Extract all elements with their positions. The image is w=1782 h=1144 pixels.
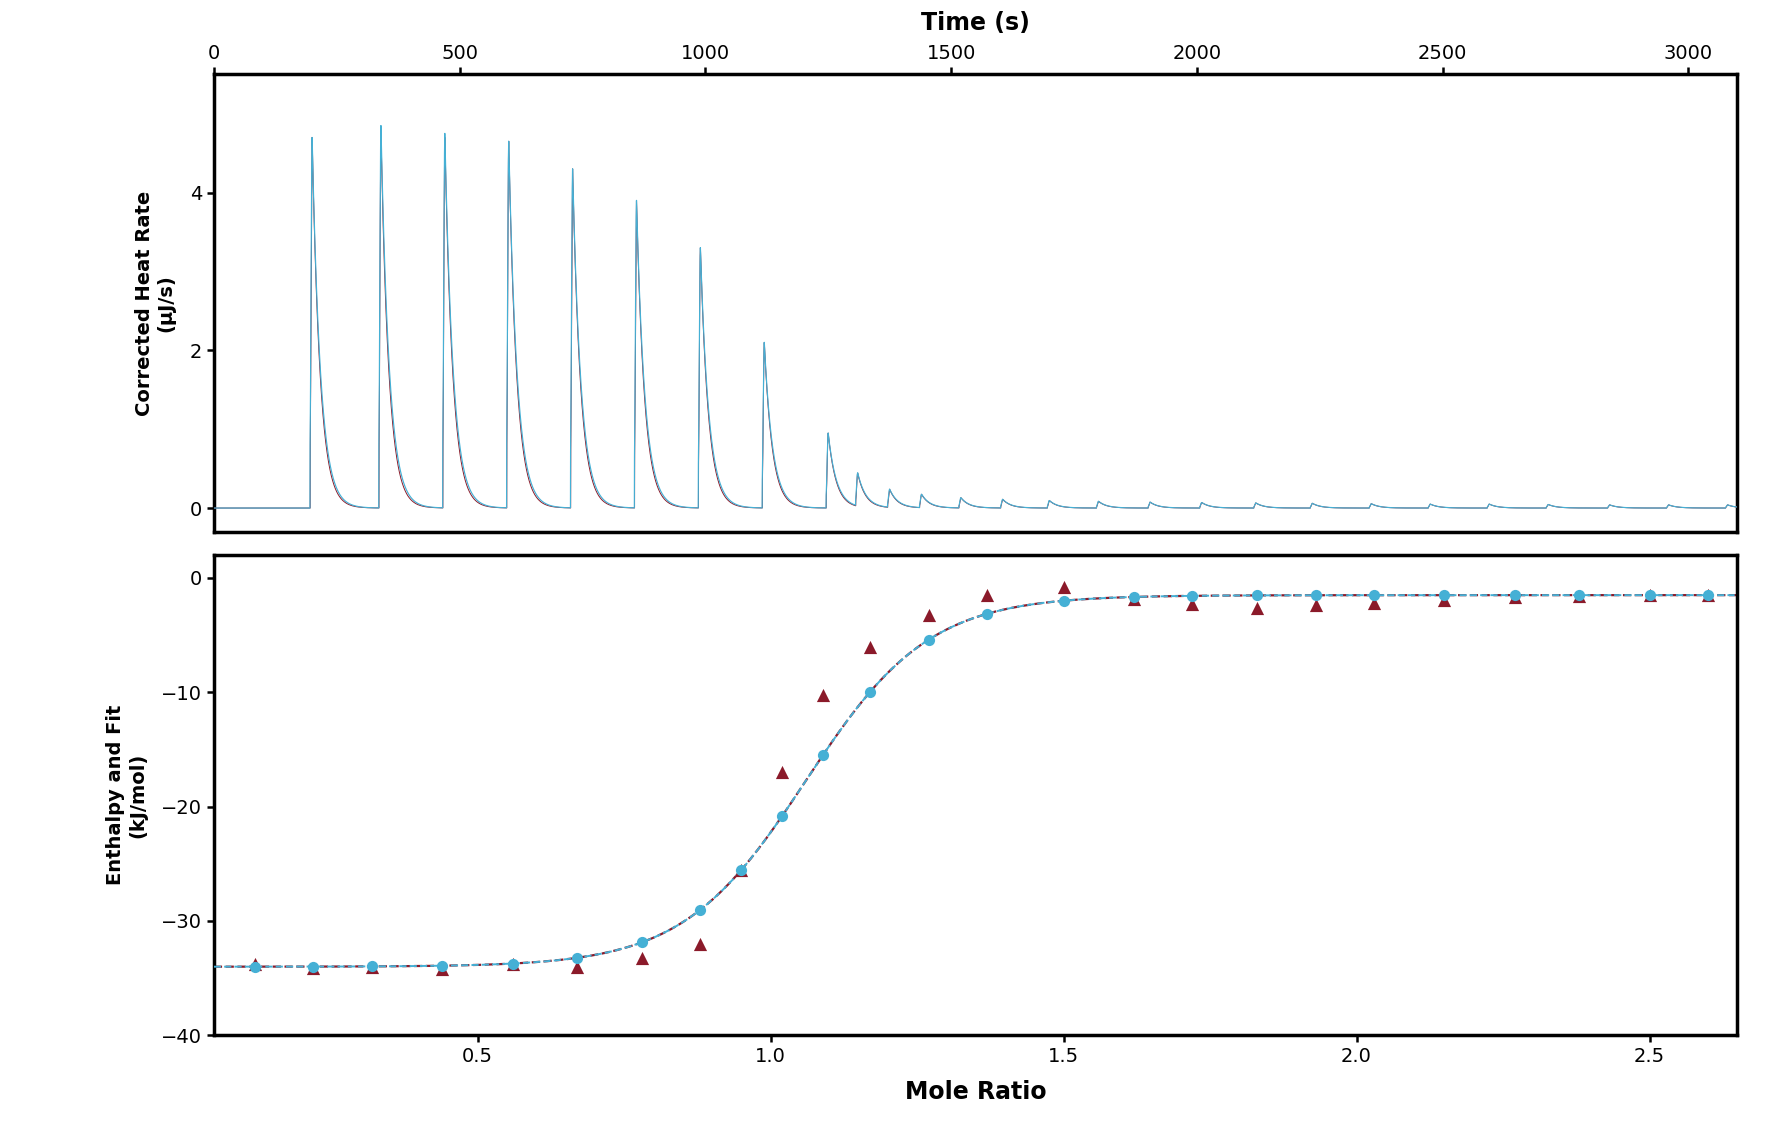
Point xyxy=(241,955,269,974)
Point xyxy=(1242,586,1271,604)
Point xyxy=(1050,591,1078,610)
Y-axis label: Corrected Heat Rate
(μJ/s): Corrected Heat Rate (μJ/s) xyxy=(135,190,176,415)
Y-axis label: Enthalpy and Fit
(kJ/mol): Enthalpy and Fit (kJ/mol) xyxy=(107,705,148,885)
Point xyxy=(428,960,456,978)
Point xyxy=(727,860,756,879)
Point xyxy=(627,934,656,952)
Point xyxy=(1500,588,1529,606)
Point xyxy=(1242,598,1271,617)
Point xyxy=(627,948,656,967)
Point xyxy=(809,746,838,764)
Point xyxy=(499,954,527,972)
Point xyxy=(686,900,715,919)
Point xyxy=(358,958,387,976)
Point xyxy=(358,958,387,976)
Point xyxy=(1360,594,1388,612)
Point xyxy=(855,637,884,656)
Point xyxy=(1500,586,1529,604)
Point xyxy=(1695,586,1723,604)
Point xyxy=(855,683,884,701)
Point xyxy=(563,948,592,967)
Point xyxy=(1431,586,1459,604)
Point xyxy=(686,935,715,953)
Point xyxy=(499,955,527,974)
Point xyxy=(1119,589,1148,607)
Point xyxy=(1636,586,1664,604)
Point xyxy=(1695,586,1723,604)
Point xyxy=(973,586,1001,604)
Point xyxy=(1565,587,1593,605)
Point xyxy=(241,958,269,976)
Point xyxy=(1431,590,1459,609)
Point xyxy=(809,685,838,704)
X-axis label: Time (s): Time (s) xyxy=(921,10,1030,34)
Point xyxy=(299,958,328,976)
X-axis label: Mole Ratio: Mole Ratio xyxy=(905,1080,1046,1104)
Point xyxy=(768,763,797,781)
Point xyxy=(1301,586,1329,604)
Point xyxy=(299,959,328,977)
Point xyxy=(563,958,592,976)
Point xyxy=(1360,586,1388,604)
Point xyxy=(1301,596,1329,614)
Point xyxy=(1565,586,1593,604)
Point xyxy=(973,604,1001,622)
Point xyxy=(914,630,943,649)
Point xyxy=(428,956,456,975)
Point xyxy=(1050,578,1078,596)
Point xyxy=(1178,587,1206,605)
Point xyxy=(1119,588,1148,606)
Point xyxy=(727,861,756,880)
Point xyxy=(1636,586,1664,604)
Point xyxy=(1178,595,1206,613)
Point xyxy=(914,605,943,623)
Point xyxy=(768,807,797,825)
